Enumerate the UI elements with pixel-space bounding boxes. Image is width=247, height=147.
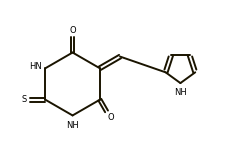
Text: O: O: [108, 113, 114, 122]
Text: HN: HN: [30, 62, 42, 71]
Text: S: S: [21, 95, 27, 104]
Text: NH: NH: [174, 88, 187, 97]
Text: NH: NH: [66, 121, 79, 130]
Text: O: O: [69, 26, 76, 35]
